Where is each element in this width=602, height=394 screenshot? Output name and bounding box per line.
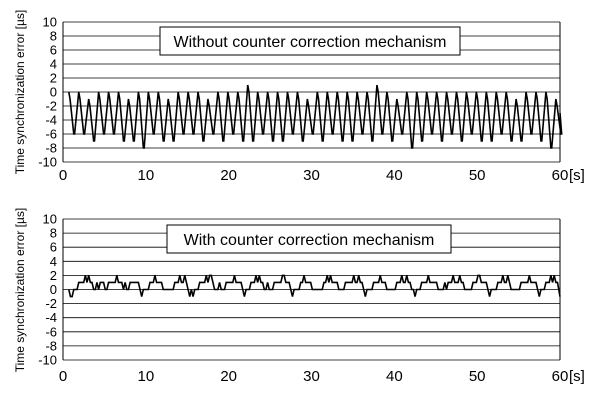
x-tick-label: 10 — [137, 368, 154, 385]
x-tick-label: 20 — [220, 368, 237, 385]
gridlines — [62, 21, 561, 163]
x-tick-label: 20 — [220, 167, 237, 184]
annotation-text: With counter correction mechanism — [184, 232, 435, 249]
x-tick-label: 30 — [303, 368, 320, 385]
y-tick-label: 0 — [50, 282, 57, 297]
annotation-text: Without counter correction mechanism — [174, 34, 447, 51]
y-tick-label: 10 — [43, 15, 57, 30]
y-tick-label: -8 — [45, 141, 57, 156]
series-path — [68, 84, 563, 149]
y-tick-label: 6 — [50, 240, 57, 255]
x-tick-label: 40 — [386, 167, 403, 184]
x-tick-label: 40 — [386, 368, 403, 385]
y-tick-label: 8 — [50, 29, 57, 44]
x-tick-label: 0 — [59, 368, 67, 385]
y-axis-label: Time synchronization error [µs] — [13, 208, 27, 373]
y-tick-label: 6 — [50, 43, 57, 58]
x-tick-labels: 0 10 20 30 40 50 60 [s] — [59, 368, 585, 385]
x-tick-label: 50 — [469, 368, 486, 385]
y-tick-label: -2 — [45, 99, 57, 114]
x-tick-label: 60 — [552, 167, 569, 184]
y-axis-label: Time synchronization error [µs] — [13, 10, 27, 175]
series-line — [68, 274, 561, 298]
y-tick-label: 0 — [50, 85, 57, 100]
y-tick-label: -6 — [45, 127, 57, 142]
gridlines — [62, 218, 561, 361]
annotation-frame — [166, 224, 452, 254]
annotation-box: With counter correction mechanism — [166, 224, 452, 254]
y-tick-label: -4 — [45, 310, 57, 325]
y-tick-label: -4 — [45, 113, 57, 128]
y-tick-label: 2 — [50, 71, 57, 86]
y-tick-label: 2 — [50, 268, 57, 283]
x-tick-label: 60 — [552, 368, 569, 385]
y-tick-label: -6 — [45, 324, 57, 339]
y-tick-label: -2 — [45, 296, 57, 311]
series-path — [68, 274, 561, 298]
x-tick-labels: 0 10 20 30 40 50 60 [s] — [59, 167, 585, 184]
annotation-frame — [159, 26, 461, 56]
x-tick-label: 50 — [469, 167, 486, 184]
series-line — [68, 84, 563, 149]
y-tick-label: -10 — [38, 353, 57, 368]
y-tick-label: -10 — [38, 155, 57, 170]
y-tick-label: 4 — [50, 254, 57, 269]
y-tick-label: 4 — [50, 57, 57, 72]
x-unit-label: [s] — [569, 368, 585, 385]
y-tick-label: -8 — [45, 338, 57, 353]
annotation-box: Without counter correction mechanism — [159, 26, 461, 56]
y-tick-label: 10 — [43, 212, 57, 227]
x-tick-label: 10 — [137, 167, 154, 184]
x-tick-label: 30 — [303, 167, 320, 184]
y-tick-label: 8 — [50, 226, 57, 241]
x-unit-label: [s] — [569, 167, 585, 184]
x-tick-label: 0 — [59, 167, 67, 184]
